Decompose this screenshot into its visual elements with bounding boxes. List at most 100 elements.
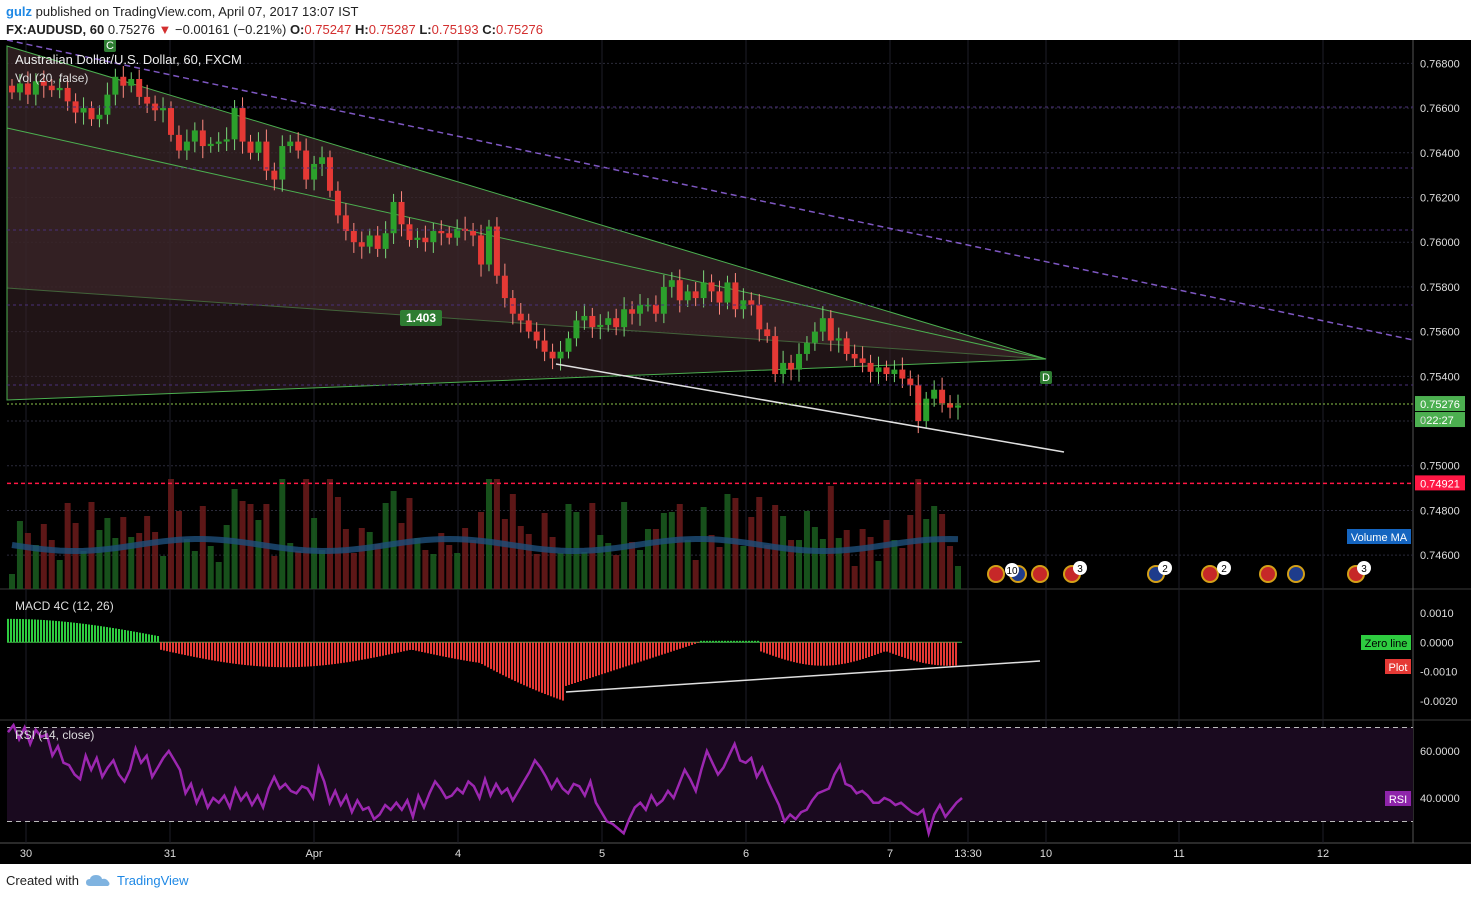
candle-body[interactable] <box>40 81 47 86</box>
candle-body[interactable] <box>493 226 500 276</box>
candle-body[interactable] <box>708 282 715 292</box>
candle-body[interactable] <box>167 108 174 135</box>
candle-body[interactable] <box>271 170 278 180</box>
candle-body[interactable] <box>350 231 357 243</box>
candle-body[interactable] <box>796 353 803 370</box>
price-candles[interactable] <box>9 66 961 434</box>
candle-body[interactable] <box>175 134 182 151</box>
candle-body[interactable] <box>740 300 747 310</box>
event-badge[interactable] <box>987 565 1005 583</box>
candle-body[interactable] <box>668 280 675 287</box>
candle-body[interactable] <box>827 318 834 341</box>
candle-body[interactable] <box>875 367 882 372</box>
candle-body[interactable] <box>247 141 254 153</box>
candle-body[interactable] <box>199 130 206 147</box>
candle-body[interactable] <box>160 108 167 111</box>
candle-body[interactable] <box>732 282 739 310</box>
candle-body[interactable] <box>533 331 540 341</box>
candle-body[interactable] <box>16 83 23 93</box>
candle-body[interactable] <box>867 362 874 372</box>
candle-body[interactable] <box>859 358 866 363</box>
candle-body[interactable] <box>303 150 310 180</box>
chart-canvas[interactable]: 1.403 C D 10 3 2 2 3 0.0010 0.0000 -0.0010 -0.0020… <box>0 40 1471 864</box>
candle-body[interactable] <box>191 130 198 142</box>
candle-body[interactable] <box>430 231 437 243</box>
candle-body[interactable] <box>629 309 636 314</box>
candle-body[interactable] <box>80 108 87 113</box>
candle-body[interactable] <box>96 114 103 120</box>
candle-body[interactable] <box>724 282 731 303</box>
author-name[interactable]: gulz <box>6 4 32 19</box>
candle-body[interactable] <box>692 291 699 299</box>
candle-body[interactable] <box>573 320 580 339</box>
candle-body[interactable] <box>716 291 723 303</box>
candle-body[interactable] <box>756 304 763 330</box>
candle-body[interactable] <box>891 369 898 375</box>
event-badge[interactable] <box>1201 565 1219 583</box>
candle-body[interactable] <box>541 340 548 352</box>
candle-body[interactable] <box>231 108 238 140</box>
candle-body[interactable] <box>565 338 572 352</box>
candle-body[interactable] <box>485 226 492 265</box>
candle-body[interactable] <box>398 201 405 225</box>
candle-body[interactable] <box>48 85 55 91</box>
candle-body[interactable] <box>120 76 127 86</box>
candle-body[interactable] <box>215 141 222 144</box>
candle-body[interactable] <box>438 231 445 234</box>
candle-body[interactable] <box>24 83 31 95</box>
candle-body[interactable] <box>501 275 508 299</box>
candle-body[interactable] <box>915 385 922 422</box>
candle-body[interactable] <box>835 338 842 341</box>
candle-body[interactable] <box>454 228 461 238</box>
candle-body[interactable] <box>311 163 318 180</box>
candle-body[interactable] <box>287 141 294 147</box>
candle-body[interactable] <box>374 235 381 249</box>
candle-body[interactable] <box>811 331 818 343</box>
candle-body[interactable] <box>183 141 190 151</box>
candle-body[interactable] <box>819 318 826 332</box>
candle-body[interactable] <box>557 351 564 359</box>
candle-body[interactable] <box>525 320 532 332</box>
candle-body[interactable] <box>263 141 270 171</box>
candle-body[interactable] <box>597 324 604 328</box>
candle-body[interactable] <box>295 141 302 151</box>
tradingview-link[interactable]: TradingView <box>116 873 189 888</box>
candle-body[interactable] <box>517 313 524 321</box>
candle-body[interactable] <box>32 81 39 95</box>
candle-body[interactable] <box>947 403 954 408</box>
candle-body[interactable] <box>931 389 938 399</box>
candle-body[interactable] <box>660 286 667 314</box>
candle-body[interactable] <box>366 235 373 247</box>
candle-body[interactable] <box>334 190 341 216</box>
candle-body[interactable] <box>406 224 413 240</box>
candle-body[interactable] <box>422 237 429 243</box>
candle-body[interactable] <box>104 94 111 115</box>
candle-body[interactable] <box>923 398 930 422</box>
candle-body[interactable] <box>803 342 810 354</box>
candle-body[interactable] <box>772 336 779 375</box>
candle-body[interactable] <box>414 237 421 240</box>
candle-body[interactable] <box>342 215 349 232</box>
candle-body[interactable] <box>843 338 850 354</box>
candle-body[interactable] <box>9 85 15 93</box>
candle-body[interactable] <box>851 353 858 359</box>
event-badge[interactable] <box>1031 565 1049 583</box>
event-badge[interactable] <box>1259 565 1277 583</box>
candle-body[interactable] <box>652 304 659 314</box>
candle-body[interactable] <box>907 378 914 386</box>
candle-body[interactable] <box>255 141 262 153</box>
candle-body[interactable] <box>684 291 691 301</box>
candle-body[interactable] <box>279 146 286 180</box>
candle-body[interactable] <box>549 351 556 359</box>
candle-body[interactable] <box>144 96 151 104</box>
candle-body[interactable] <box>883 367 890 375</box>
candle-body[interactable] <box>955 405 961 408</box>
event-badge[interactable] <box>1287 565 1305 583</box>
candle-body[interactable] <box>112 76 119 95</box>
candle-body[interactable] <box>319 157 326 164</box>
candle-body[interactable] <box>788 362 795 370</box>
candle-body[interactable] <box>382 233 389 249</box>
candle-body[interactable] <box>581 315 588 321</box>
candle-body[interactable] <box>589 315 596 328</box>
candle-body[interactable] <box>780 362 787 375</box>
